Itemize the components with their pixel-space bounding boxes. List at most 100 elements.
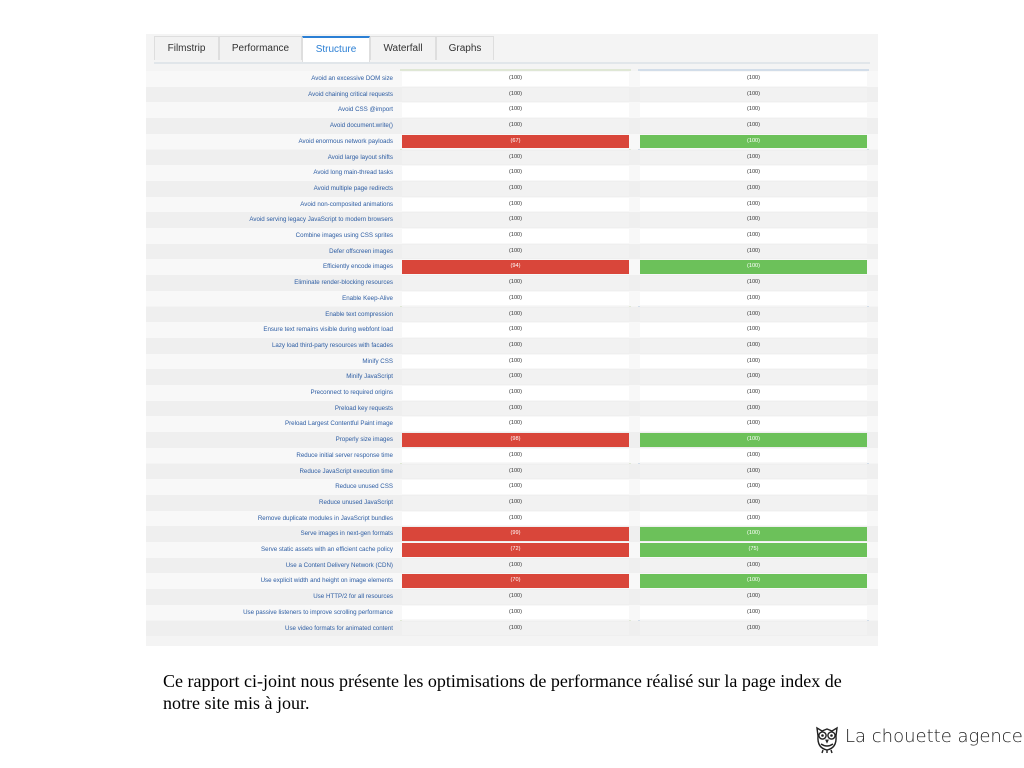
score-after: (100) <box>640 464 867 479</box>
score-after: (100) <box>640 181 867 196</box>
score-after: (100) <box>640 495 867 510</box>
score-before: (100) <box>402 119 629 133</box>
audit-label[interactable]: Use HTTP/2 for all resources <box>313 593 393 601</box>
score-after: (100) <box>640 480 867 494</box>
score-after: (100) <box>640 87 867 102</box>
audit-label[interactable]: Use explicit width and height on image e… <box>260 577 393 585</box>
score-before: (100) <box>402 291 629 306</box>
score-after: (100) <box>640 511 867 526</box>
tab-structure[interactable]: Structure <box>302 36 370 62</box>
table-row: Remove duplicate modules in JavaScript b… <box>146 510 878 527</box>
audit-label[interactable]: Avoid chaining critical requests <box>308 90 393 98</box>
score-before: (72) <box>402 543 629 557</box>
audit-label[interactable]: Reduce JavaScript execution time <box>299 467 393 475</box>
score-before: (100) <box>402 354 629 369</box>
table-row: Eliminate render-blocking resources (100)… <box>146 275 878 291</box>
audit-label[interactable]: Avoid multiple page redirects <box>313 184 393 192</box>
audit-label[interactable]: Reduce unused JavaScript <box>319 498 393 506</box>
score-before: (98) <box>402 433 629 447</box>
table-row: Avoid long main-thread tasks (100) (100) <box>146 165 878 181</box>
audit-label[interactable]: Serve static assets with an efficient ca… <box>261 546 393 553</box>
score-after: (100) <box>640 213 867 227</box>
score-before: (100) <box>402 197 629 212</box>
audit-label[interactable]: Ensure text remains visible during webfo… <box>263 326 393 334</box>
audit-label[interactable]: Avoid serving legacy JavaScript to moder… <box>249 216 393 224</box>
tab-performance[interactable]: Performance <box>219 36 302 60</box>
audit-label[interactable]: Avoid an excessive DOM size <box>311 75 393 82</box>
table-row: Use HTTP/2 for all resources (100) (100) <box>146 589 878 605</box>
audit-label[interactable]: Minify CSS <box>362 357 393 365</box>
table-row: Use video formats for animated content (1… <box>146 620 878 637</box>
score-before: (100) <box>402 338 629 353</box>
audit-label[interactable]: Preload key requests <box>334 404 393 412</box>
audit-label[interactable]: Minify JavaScript <box>346 373 393 381</box>
audit-label[interactable]: Avoid long main-thread tasks <box>313 169 393 177</box>
score-before: (100) <box>402 213 629 227</box>
table-row: Reduce unused JavaScript (100) (100) <box>146 494 878 511</box>
tab-waterfall[interactable]: Waterfall <box>370 36 436 60</box>
audit-label[interactable]: Properly size images <box>335 436 393 444</box>
audit-label[interactable]: Enable Keep-Alive <box>342 294 393 302</box>
audit-label[interactable]: Avoid CSS @import <box>338 106 393 114</box>
score-after: (100) <box>640 103 867 118</box>
audit-label[interactable]: Avoid non-composited animations <box>300 200 393 208</box>
audit-label[interactable]: Preconnect to required origins <box>310 389 393 396</box>
score-before: (100) <box>402 150 629 165</box>
tab-filmstrip[interactable]: Filmstrip <box>154 36 219 60</box>
score-after: (100) <box>640 621 867 636</box>
table-row: Avoid an excessive DOM size (100) (100) <box>146 71 878 87</box>
table-row: Use explicit width and height on image e… <box>146 573 878 590</box>
audit-label[interactable]: Defer offscreen images <box>329 247 393 255</box>
table-row: Reduce initial server response time (100)… <box>146 447 878 464</box>
audit-label[interactable]: Enable text compression <box>325 310 393 318</box>
audit-label[interactable]: Avoid enormous network payloads <box>298 137 393 145</box>
audit-label[interactable]: Eliminate render-blocking resources <box>294 279 393 287</box>
table-row: Reduce unused CSS (100) (100) <box>146 479 878 495</box>
score-before: (100) <box>402 511 629 526</box>
table-row: Reduce JavaScript execution time (100) (10… <box>146 463 878 480</box>
table-row: Avoid CSS @import (100) (100) <box>146 102 878 119</box>
audit-label[interactable]: Use a Content Delivery Network (CDN) <box>285 561 393 569</box>
score-before: (67) <box>402 134 629 149</box>
score-before: (100) <box>402 417 629 432</box>
score-before: (100) <box>402 370 629 384</box>
score-before: (100) <box>402 621 629 636</box>
score-after: (100) <box>640 197 867 212</box>
table-row: Ensure text remains visible during webfo… <box>146 322 878 338</box>
score-before: (100) <box>402 72 629 86</box>
audit-label[interactable]: Use video formats for animated content <box>285 624 393 632</box>
score-after: (100) <box>640 448 867 463</box>
audit-label[interactable]: Preload Largest Contentful Paint image <box>284 420 393 428</box>
table-row: Use passive listeners to improve scrolli… <box>146 604 878 621</box>
table-row: Properly size images (98) (100) <box>146 432 878 448</box>
audit-label[interactable]: Lazy load third-party resources with fac… <box>271 341 393 349</box>
score-before: (100) <box>402 87 629 102</box>
table-row: Preconnect to required origins (100) (100) <box>146 385 878 401</box>
table-row: Preload Largest Contentful Paint image (1… <box>146 416 878 433</box>
audit-label[interactable]: Reduce unused CSS <box>335 483 393 491</box>
score-after: (100) <box>640 72 867 86</box>
audit-label[interactable]: Remove duplicate modules in JavaScript b… <box>257 514 393 522</box>
audit-label[interactable]: Efficiently encode images <box>322 263 393 271</box>
audit-label[interactable]: Combine images using CSS sprites <box>295 232 393 239</box>
audit-label[interactable]: Avoid large layout shifts <box>327 153 393 161</box>
score-after: (100) <box>640 307 867 322</box>
tab-graphs[interactable]: Graphs <box>436 36 494 60</box>
audit-label[interactable]: Serve images in next-gen formats <box>300 530 393 538</box>
score-after: (100) <box>640 386 867 400</box>
audit-label[interactable]: Avoid document.write() <box>329 122 393 130</box>
audit-label[interactable]: Use passive listeners to improve scrolli… <box>243 608 393 616</box>
score-before: (100) <box>402 244 629 259</box>
score-after: (100) <box>640 370 867 384</box>
audit-label[interactable]: Reduce initial server response time <box>296 451 393 459</box>
table-row: Enable text compression (100) (100) <box>146 306 878 323</box>
score-before: (100) <box>402 386 629 400</box>
score-after: (100) <box>640 323 867 337</box>
table-row: Preload key requests (100) (100) <box>146 400 878 417</box>
score-after: (100) <box>640 605 867 620</box>
brand-name: La chouette agence <box>845 726 1023 747</box>
table-row: Avoid multiple page redirects (100) (100) <box>146 180 878 197</box>
table-row: Avoid serving legacy JavaScript to moder… <box>146 212 878 228</box>
score-after: (100) <box>640 527 867 541</box>
score-before: (100) <box>402 464 629 479</box>
